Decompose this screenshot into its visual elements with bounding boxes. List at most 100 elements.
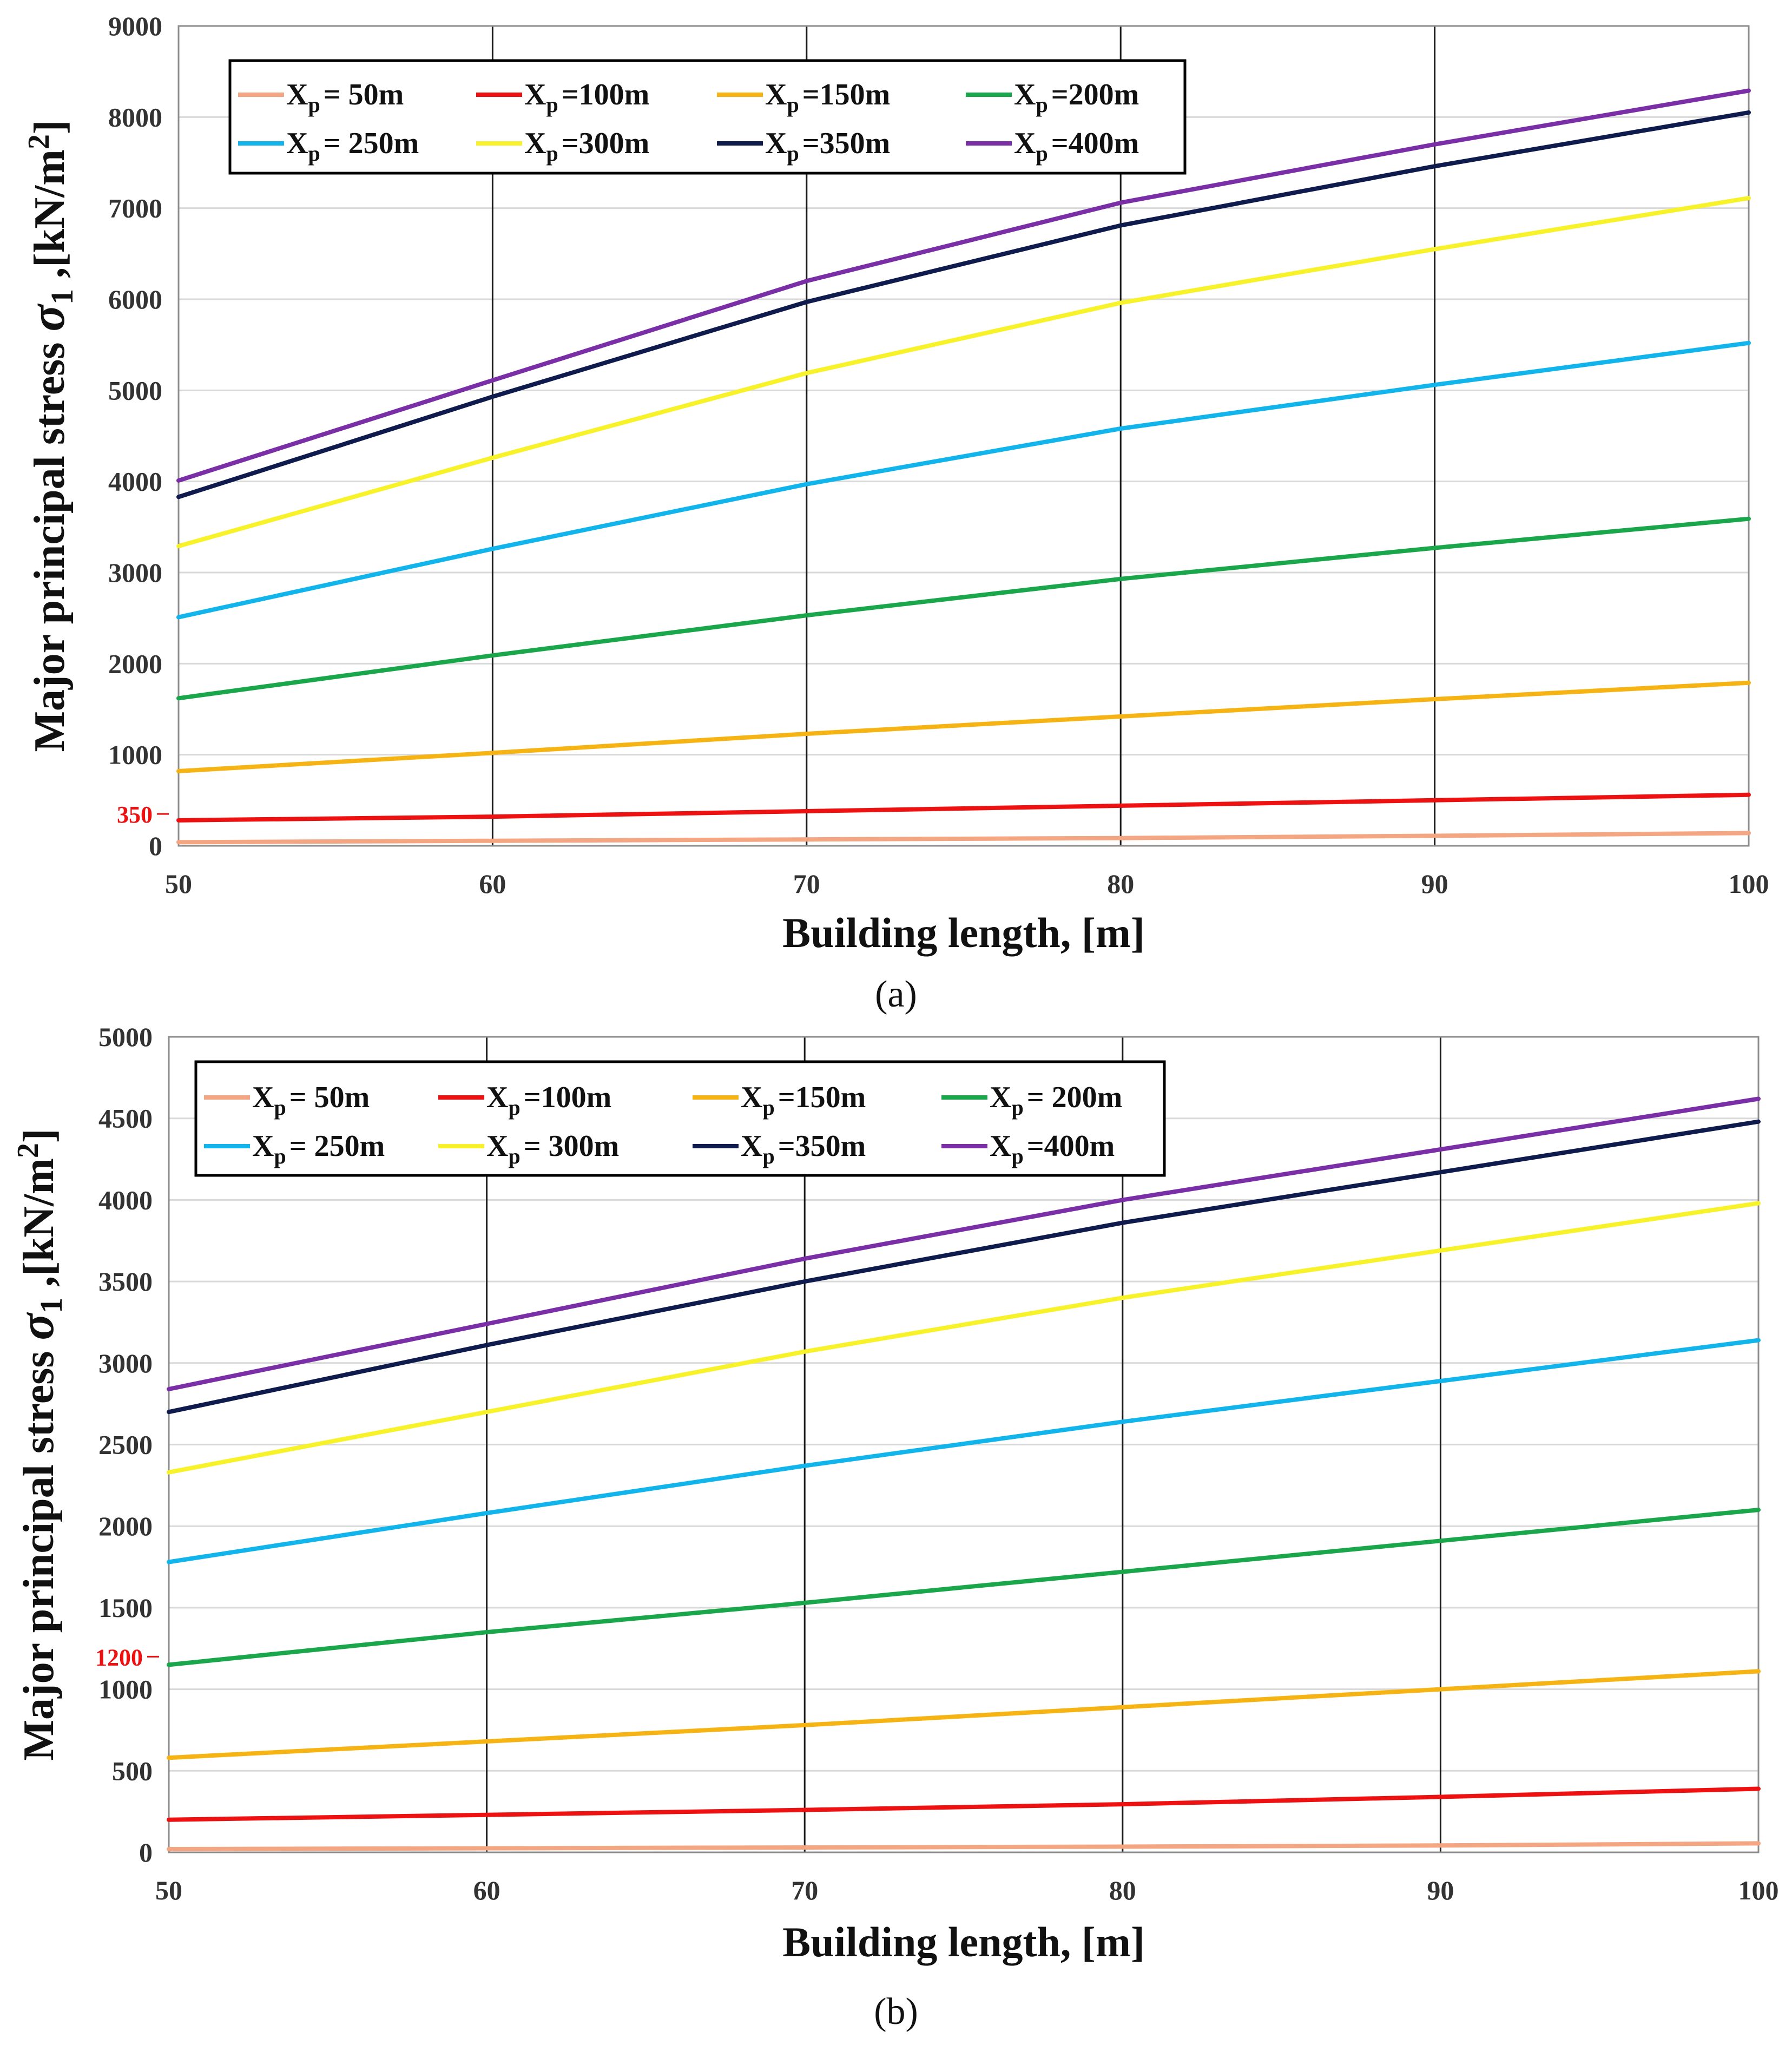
series-line: [167, 1338, 1761, 1564]
legend-entry: Xp =150m: [765, 78, 890, 117]
x-tick-label: 90: [1421, 869, 1448, 899]
legend-entry-suffix: = 200m: [1027, 1081, 1123, 1114]
chart-caption: (a): [875, 974, 917, 1015]
plot-border: [168, 1036, 1760, 1853]
y-axis-title-symbol: σ: [9, 1312, 64, 1340]
y-axis-title-symbol-sub: 1: [44, 289, 80, 305]
x-tick-label: 60: [479, 869, 506, 899]
legend-entry-prefix: X: [252, 1129, 274, 1163]
legend-entry: Xp =400m: [1014, 127, 1139, 166]
x-tick-label: 70: [791, 1875, 818, 1905]
legend-entry-prefix: X: [741, 1129, 762, 1163]
series-line: [167, 1508, 1761, 1667]
legend-entry-prefix: X: [990, 1081, 1011, 1114]
legend-entry-prefix: X: [524, 127, 546, 160]
legend-entry: Xp = 200m: [990, 1081, 1122, 1120]
y-tick-label: 0: [149, 831, 162, 861]
x-tick-label: 70: [793, 869, 820, 899]
y-axis-title-unit-sup: 2: [11, 1143, 45, 1158]
y-tick-label: 4000: [98, 1185, 153, 1215]
y-axis-title-unit: ,[kN/m: [26, 149, 74, 289]
chart-caption: (b): [874, 1991, 918, 2033]
legend-entry-prefix: X: [765, 127, 787, 160]
x-tick-label: 100: [1729, 869, 1769, 899]
legend-entry-suffix: =150m: [778, 1081, 866, 1114]
series-line: [176, 831, 1751, 845]
y-marker-label: 350: [117, 801, 153, 828]
legend-entry-subscript: p: [546, 141, 558, 166]
legend-entry-subscript: p: [508, 1144, 520, 1168]
legend-entry-suffix: = 250m: [289, 1129, 385, 1163]
y-tick-label: 3000: [98, 1348, 153, 1378]
legend-entry-prefix: X: [524, 78, 546, 111]
y-tick-label: 4000: [108, 466, 162, 497]
y-tick-label: 5000: [98, 1022, 153, 1052]
legend-entry-prefix: X: [286, 78, 308, 111]
legend-entry-suffix: =100m: [562, 78, 650, 111]
legend-entry-suffix: =100m: [524, 1081, 612, 1114]
series-line: [176, 110, 1751, 499]
legend-entry-subscript: p: [508, 1095, 520, 1120]
x-tick-label: 60: [473, 1875, 500, 1905]
y-axis-title-unit-sup: 2: [22, 134, 56, 149]
series-line: [176, 680, 1751, 773]
legend-entry-suffix: =350m: [802, 127, 891, 160]
series-line: [176, 196, 1751, 549]
y-axis-title-main: Major principal stress: [26, 332, 74, 752]
series-line: [167, 1096, 1761, 1391]
y-tick-label: 4500: [98, 1103, 153, 1134]
legend-entry-subscript: p: [787, 93, 799, 117]
y-tick-label: 3000: [108, 557, 162, 588]
series-line: [167, 1669, 1761, 1760]
x-tick-label: 50: [165, 869, 192, 899]
series-line: [176, 792, 1751, 823]
legend-entry-suffix: =150m: [802, 78, 891, 111]
x-tick-label: 100: [1738, 1875, 1779, 1905]
legend-entry: Xp = 50m: [286, 78, 404, 117]
y-axis-title-symbol: σ: [19, 304, 75, 332]
y-tick-label: 500: [112, 1755, 153, 1786]
legend-entry-prefix: X: [741, 1081, 762, 1114]
y-axis-title-close: ]: [26, 120, 74, 134]
x-axis-title: Building length, [m]: [782, 1918, 1145, 1965]
plot-border: [177, 25, 1750, 847]
legend-entry-subscript: p: [1036, 141, 1047, 166]
legend-entry-subscript: p: [1011, 1144, 1023, 1168]
series-line: [176, 516, 1751, 701]
series-line: [167, 1786, 1761, 1822]
x-tick-label: 80: [1107, 869, 1134, 899]
series-line: [176, 88, 1751, 483]
y-tick-label: 3500: [98, 1266, 153, 1297]
legend-entry-prefix: X: [1014, 78, 1036, 111]
legend-entry-prefix: X: [765, 78, 787, 111]
legend-entry: Xp =350m: [765, 127, 890, 166]
y-tick-label: 1000: [98, 1674, 153, 1705]
series-line: [176, 340, 1751, 620]
legend-entry-suffix: =350m: [778, 1129, 866, 1163]
y-tick-label: 0: [139, 1837, 153, 1868]
series-line: [167, 1119, 1761, 1415]
legend-entry-prefix: X: [990, 1129, 1011, 1163]
legend-entry: Xp = 250m: [286, 127, 419, 166]
legend-entry-subscript: p: [274, 1095, 286, 1120]
y-axis-title: Major principal stress σ1 ,[kN/m2]: [9, 1128, 69, 1760]
chart-a: 0 1000 2000 3000 4000 5000 6000 7000 8000 9000 50 6…: [19, 11, 1769, 1015]
legend-entry-prefix: X: [252, 1081, 274, 1114]
legend-entry-subscript: p: [308, 141, 320, 166]
legend-entry-suffix: = 250m: [324, 127, 419, 160]
y-tick-label: 7000: [108, 193, 162, 223]
legend-entry-subscript: p: [274, 1144, 286, 1168]
legend-entry-suffix: =200m: [1051, 78, 1139, 111]
x-axis-title: Building length, [m]: [782, 909, 1145, 956]
y-tick-label: 5000: [108, 375, 162, 405]
x-tick-label: 80: [1109, 1875, 1136, 1905]
legend-entry-suffix: = 50m: [289, 1081, 370, 1114]
y-axis-title: Major principal stress σ1 ,[kN/m2]: [19, 120, 80, 752]
legend-entry-suffix: = 300m: [524, 1129, 620, 1163]
series-line: [167, 1201, 1761, 1475]
legend-box: [228, 59, 1187, 175]
legend-entry-prefix: X: [486, 1129, 508, 1163]
y-tick-label: 6000: [108, 284, 162, 314]
legend-entry-prefix: X: [1014, 127, 1036, 160]
